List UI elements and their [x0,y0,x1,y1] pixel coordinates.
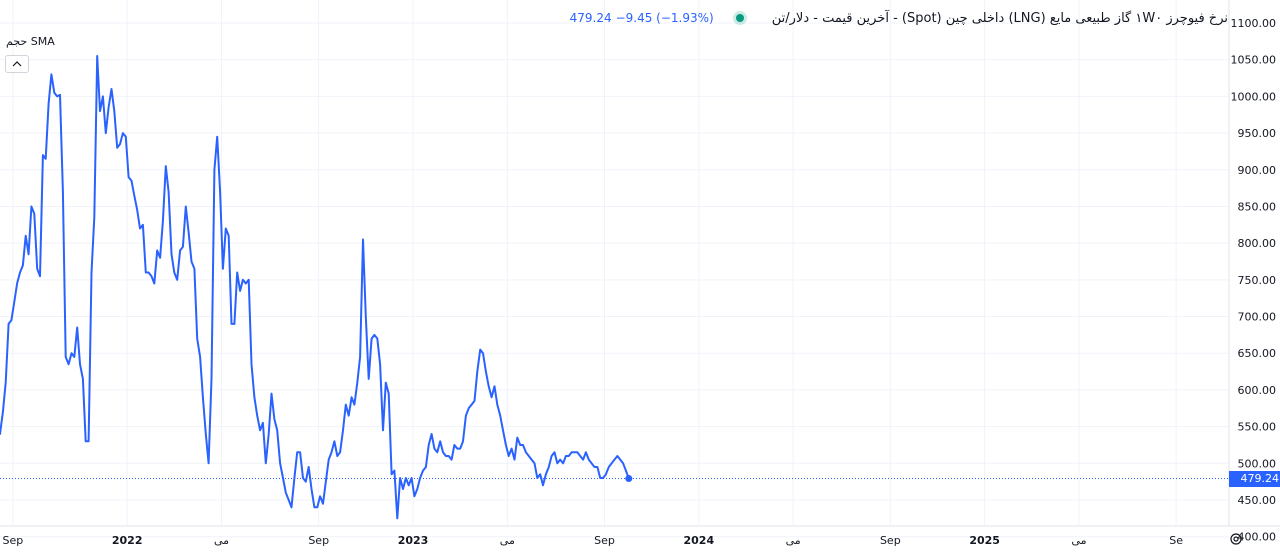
vertical-gridlines [12,0,1177,526]
last-price-marker [625,475,633,483]
x-tick-label: می [500,534,515,547]
y-tick-label: 650.00 [1238,347,1277,360]
time-axis-labels: Sep 2022 می Sep 2023 می Sep 2024 می Sep 2025 می Se [2,534,1183,547]
y-tick-label: 600.00 [1238,384,1277,397]
chevron-up-icon [12,61,22,67]
y-tick-label: 850.00 [1238,200,1277,213]
y-tick-label: 500.00 [1238,457,1277,470]
settings-gear-icon[interactable] [1226,531,1246,547]
x-tick-label: 2022 [112,534,143,547]
x-tick-label: Sep [308,534,329,547]
x-tick-label: 2023 [398,534,429,547]
y-tick-label: 1000.00 [1231,90,1277,103]
last-price-tag: 479.24 [1229,470,1280,487]
x-tick-label: Se [1169,534,1183,547]
y-tick-label: 700.00 [1238,311,1277,324]
symbol-title[interactable]: نرخ فیوچرز ۱W۰ گاز طبیعی مایع (LNG) داخل… [771,10,1228,26]
x-tick-label: Sep [2,534,23,547]
y-tick-label: 550.00 [1238,421,1277,434]
last-price-value: 479.24 [569,11,612,25]
x-tick-label: می [1071,534,1086,547]
series-legend: 479.24 −9.45 (−1.93%) نرخ فیوچرز ۱W۰ گاز… [0,8,1228,28]
y-tick-label: 1100.00 [1231,17,1277,30]
x-tick-label: Sep [880,534,901,547]
series-line-lng-price [0,55,630,520]
x-tick-label: می [214,534,229,547]
x-tick-label: Sep [594,534,615,547]
price-change: −9.45 (−1.93%) [615,11,714,25]
x-tick-label: 2024 [684,534,715,547]
y-tick-label: 450.00 [1238,494,1277,507]
market-status-dot-icon[interactable] [735,14,744,22]
y-tick-label: 900.00 [1238,164,1277,177]
y-tick-label: 1050.00 [1231,54,1277,67]
x-tick-label: 2025 [969,534,1000,547]
price-axis-labels: 1100.00 1050.00 1000.00 950.00 900.00 850.00 8… [1231,17,1277,544]
y-tick-label: 950.00 [1238,127,1277,140]
y-tick-label: 750.00 [1238,274,1277,287]
collapse-legend-button[interactable] [5,55,29,73]
y-tick-label: 400.00 [1238,531,1277,544]
volume-sma-legend[interactable]: حجم SMA [6,35,55,48]
x-tick-label: می [786,534,801,547]
y-tick-label: 800.00 [1238,237,1277,250]
